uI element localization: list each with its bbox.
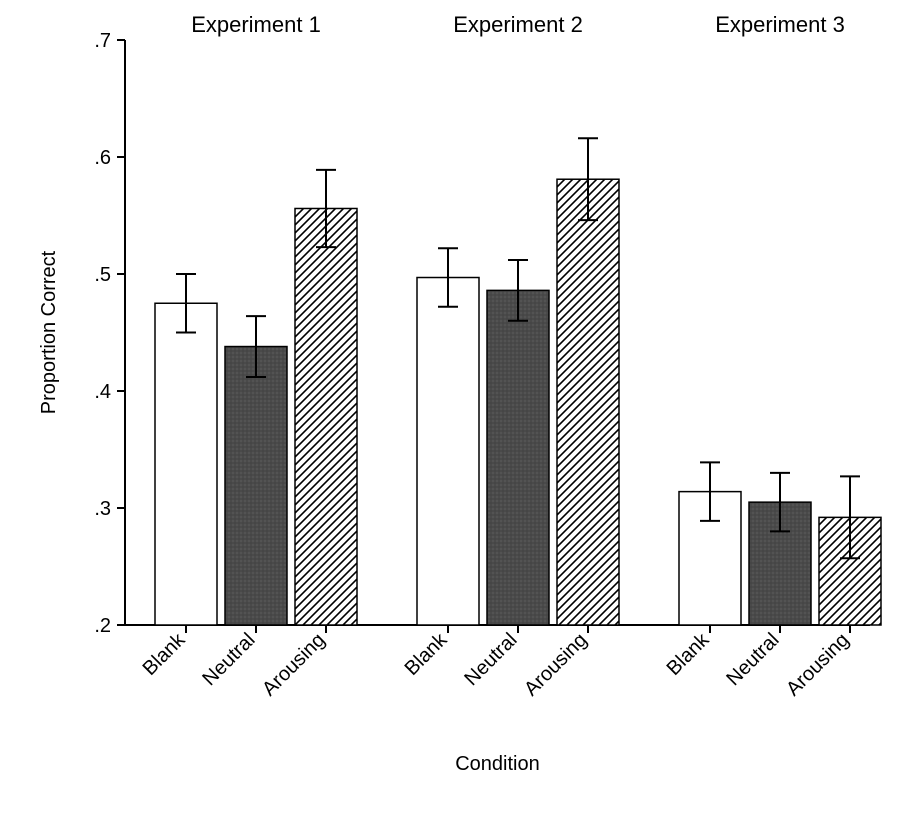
bar [225,347,287,625]
y-tick-label: .7 [94,30,111,52]
bar [155,303,217,625]
group-label: Experiment 1 [191,12,321,37]
category-label: Blank [663,628,715,680]
group-label: Experiment 2 [453,12,583,37]
x-axis-title: Condition [455,753,540,775]
bar [487,290,549,625]
y-ticks: .2 .3 .4 .5 .6 .7 [94,30,125,637]
category-label: Neutral [198,629,259,690]
y-tick-label: .6 [94,147,111,169]
chart-container: .2.3.4.5.6.7 Experiment 1Experiment 2Exp… [0,0,900,830]
y-tick-label: .2 [94,615,111,637]
bar-chart-svg: .2.3.4.5.6.7 Experiment 1Experiment 2Exp… [0,0,900,830]
bar [557,179,619,625]
category-label: Arousing [258,629,329,700]
category-label: Blank [401,628,453,680]
group-labels: Experiment 1 Experiment 2 Experiment 3 [191,12,845,37]
category-label: Arousing [520,629,591,700]
category-label: Arousing [782,629,853,700]
y-tick-label: .5 [94,264,111,286]
bar [417,278,479,625]
category-label: Neutral [722,629,783,690]
y-axis-title: Proportion Correct [38,250,60,414]
category-label: Neutral [460,629,521,690]
group-label: Experiment 3 [715,12,845,37]
bars [155,179,881,625]
category-labels: BlankNeutralArousingBlankNeutralArousing… [139,625,854,700]
y-tick-label: .4 [94,381,111,403]
y-tick-label: .3 [94,498,111,520]
bar [295,208,357,625]
category-label: Blank [139,628,191,680]
